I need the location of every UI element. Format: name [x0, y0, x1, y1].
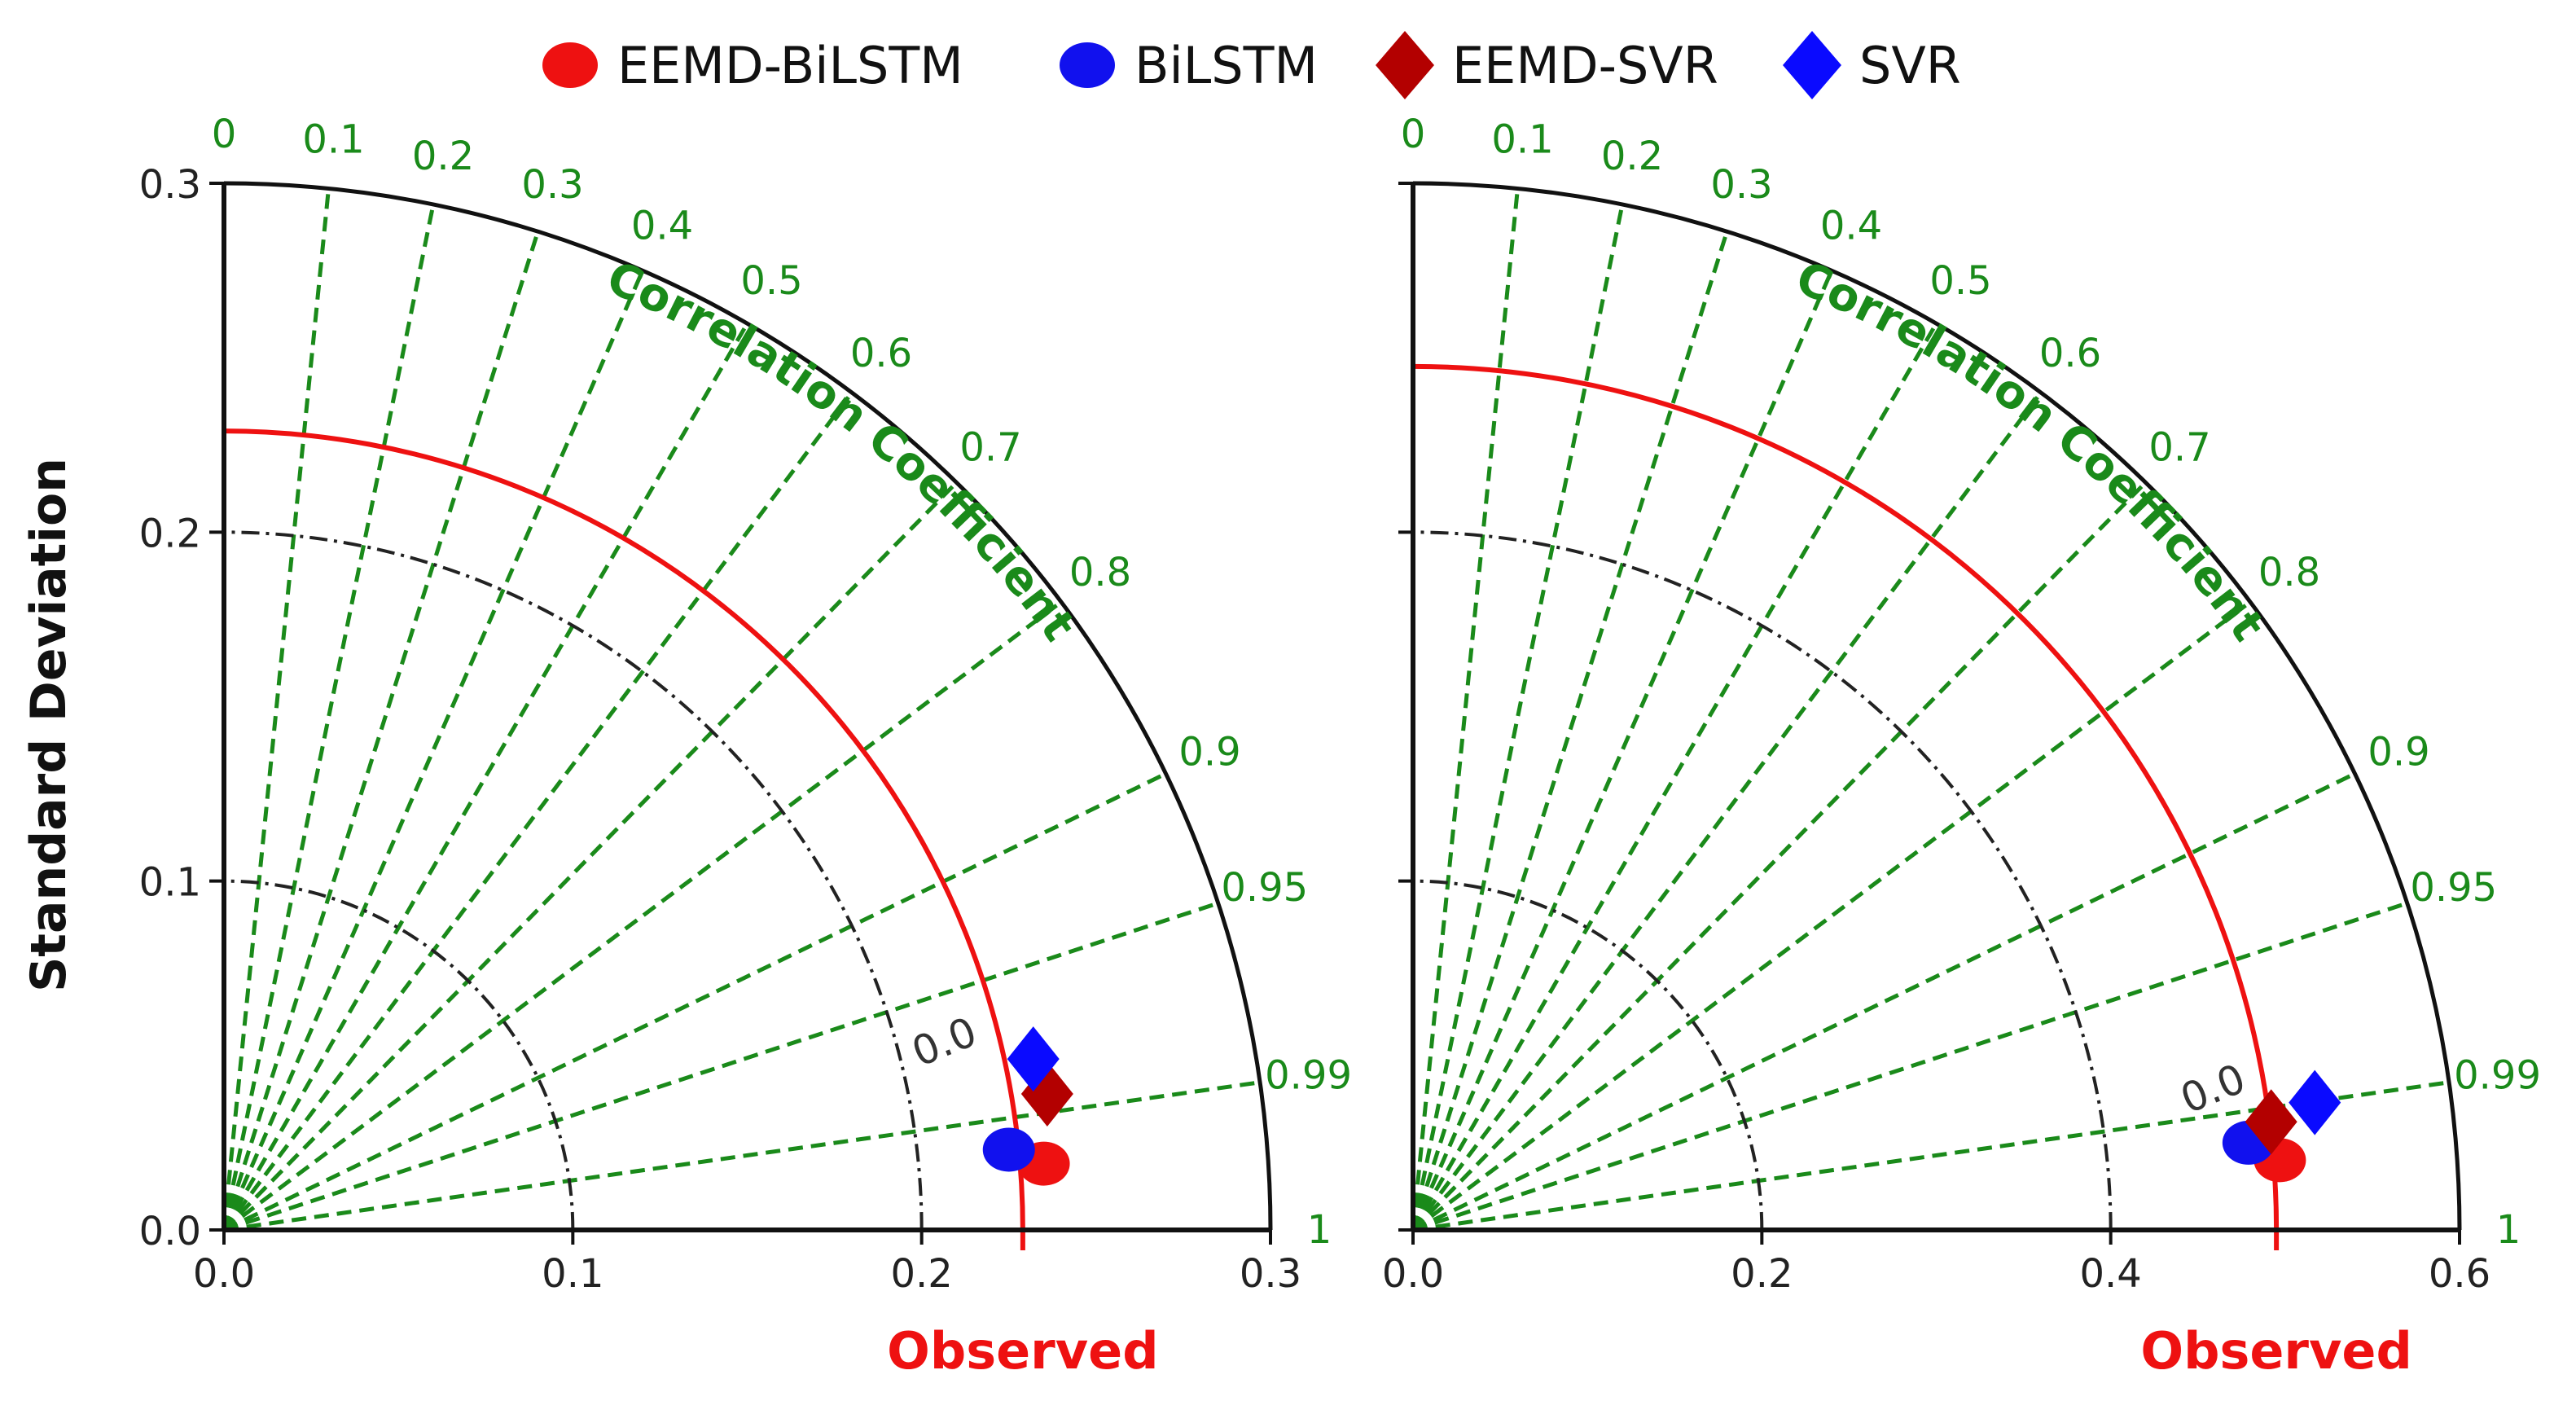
correlation-tick-label: 0.99 — [2454, 1052, 2541, 1098]
correlation-ray-0-5 — [1411, 322, 1938, 1232]
point-svr — [2289, 1069, 2341, 1135]
correlation-tick-label: 0.8 — [1069, 550, 1131, 595]
y-tick-label: 0.3 — [139, 162, 201, 208]
legend-item-eemd-svr: EEMD-SVR — [1376, 31, 1718, 99]
correlation-tick-label: 0.1 — [1491, 117, 1553, 163]
y-tick-label: 0.2 — [139, 511, 201, 556]
correlation-ray-0-1 — [222, 188, 331, 1231]
correlation-ray-0-7 — [222, 481, 959, 1232]
outer-arc — [1412, 181, 2462, 1231]
outer-arc — [223, 181, 1273, 1231]
correlation-tick-label: 0.4 — [631, 203, 693, 248]
x-tick-label: 0.3 — [1240, 1251, 1301, 1297]
correlation-ray-0-6 — [1411, 391, 2043, 1232]
x-tick-label: 0.6 — [2429, 1251, 2490, 1297]
correlation-tick-label: 0.1 — [302, 117, 364, 163]
correlation-tick-label: 0.9 — [2368, 730, 2429, 775]
legend-item-bilstm: BiLSTM — [1060, 36, 1318, 95]
correlation-ray-0-95 — [223, 901, 1219, 1232]
taylor-panel-right: 0.0 0.2 0.4 0.6 0 0.1 0.2 0.3 0.4 0.5 0.6 0.7 0.8 0.9… — [1382, 112, 2541, 1381]
correlation-tick-label: 0.99 — [1265, 1052, 1352, 1098]
reference-std-arc — [223, 428, 1025, 1231]
correlation-tick-label: 0.6 — [850, 331, 912, 376]
legend: EEMD-BiLSTM BiLSTM EEMD-SVR SVR — [542, 31, 1961, 99]
correlation-tick-label: 0.6 — [2039, 331, 2101, 376]
correlation-ray-0-8 — [222, 600, 1063, 1232]
legend-label-svr: SVR — [1859, 36, 1961, 95]
y-tick-label: 0.0 — [139, 1209, 201, 1254]
rmsd-contour-2 — [1412, 530, 2113, 1231]
rmsd-contour-2 — [223, 530, 924, 1231]
correlation-ray-0-6 — [222, 391, 854, 1232]
legend-marker-eemd-bilstm — [542, 42, 598, 88]
legend-item-eemd-bilstm: EEMD-BiLSTM — [542, 36, 963, 95]
correlation-ray-0-3 — [1411, 231, 1729, 1231]
taylor-panel-left: 0.0 0.1 0.2 0.30.00.10.20.30 0.1 0.20.30.40.5… — [139, 112, 1352, 1381]
rmsd-contour-label: 0.0 — [906, 1008, 983, 1076]
x-tick-label: 0.2 — [890, 1251, 952, 1297]
y-axis-label-group: Standard Deviation — [20, 458, 77, 992]
x-tick-label: 0.0 — [193, 1251, 255, 1297]
correlation-ray-0-99 — [223, 1080, 1261, 1232]
correlation-tick-label: 0.7 — [2148, 424, 2210, 470]
point-svr — [1007, 1026, 1060, 1092]
correlation-tick-label: 0.4 — [1820, 203, 1882, 248]
correlation-tick-label: 0.95 — [1221, 865, 1308, 911]
correlation-ray-0-95 — [1412, 901, 2408, 1232]
correlation-ray-0-8 — [1411, 600, 2252, 1232]
rmsd-contour-1 — [223, 879, 575, 1231]
correlation-tick-label: 0.3 — [1710, 162, 1772, 208]
x-axis-title: Observed — [2140, 1321, 2411, 1381]
correlation-ray-0-3 — [222, 231, 540, 1231]
x-tick-label: 0.1 — [542, 1251, 603, 1297]
correlation-tick-label: 0.5 — [1929, 258, 1991, 304]
legend-label-eemd-bilstm: EEMD-BiLSTM — [617, 36, 963, 95]
y-axis-title: Standard Deviation — [20, 458, 77, 992]
point-eemd-svr — [2245, 1089, 2297, 1155]
correlation-tick-label: 0.95 — [2410, 865, 2497, 911]
correlation-tick-label: 0.2 — [412, 134, 474, 179]
correlation-tick-label: 0.7 — [959, 424, 1021, 470]
correlation-ray-0-1 — [1411, 188, 1520, 1231]
legend-item-svr: SVR — [1783, 31, 1961, 99]
rmsd-contour-1 — [1412, 879, 1764, 1231]
correlation-ray-0-4 — [1411, 270, 1834, 1231]
correlation-tick-label: 0.2 — [1601, 134, 1663, 179]
correlation-tick-label: 0.3 — [521, 162, 583, 208]
correlation-ray-0-4 — [222, 270, 645, 1231]
correlation-tick-label: 0.9 — [1178, 730, 1240, 775]
correlation-ray-0-9 — [1411, 771, 2356, 1232]
legend-marker-svr — [1783, 31, 1841, 99]
correlation-tick-label: 1 — [2496, 1207, 2521, 1253]
legend-label-bilstm: BiLSTM — [1134, 36, 1318, 95]
x-axis-title: Observed — [887, 1321, 1158, 1381]
correlation-tick-label: 0.8 — [2258, 550, 2320, 595]
correlation-ray-0-2 — [1411, 204, 1625, 1231]
reference-std-arc — [1412, 363, 2280, 1231]
x-tick-label: 0.4 — [2079, 1251, 2141, 1297]
x-tick-label: 0.0 — [1382, 1251, 1444, 1297]
x-tick-label: 0.2 — [1731, 1251, 1793, 1297]
legend-marker-bilstm — [1060, 42, 1115, 88]
correlation-ray-0-9 — [222, 771, 1167, 1232]
point-bilstm — [982, 1127, 1035, 1172]
legend-label-eemd-svr: EEMD-SVR — [1452, 36, 1718, 95]
correlation-ray-0-2 — [222, 204, 436, 1231]
correlation-tick-label: 0 — [1401, 112, 1426, 157]
y-tick-label: 0.1 — [139, 860, 201, 906]
correlation-tick-label: 0 — [212, 112, 237, 157]
correlation-tick-label: 1 — [1307, 1207, 1332, 1253]
correlation-ray-0-7 — [1411, 481, 2148, 1232]
correlation-tick-label: 0.5 — [740, 258, 802, 304]
legend-marker-eemd-svr — [1376, 31, 1434, 99]
correlation-ray-0-5 — [222, 322, 749, 1232]
